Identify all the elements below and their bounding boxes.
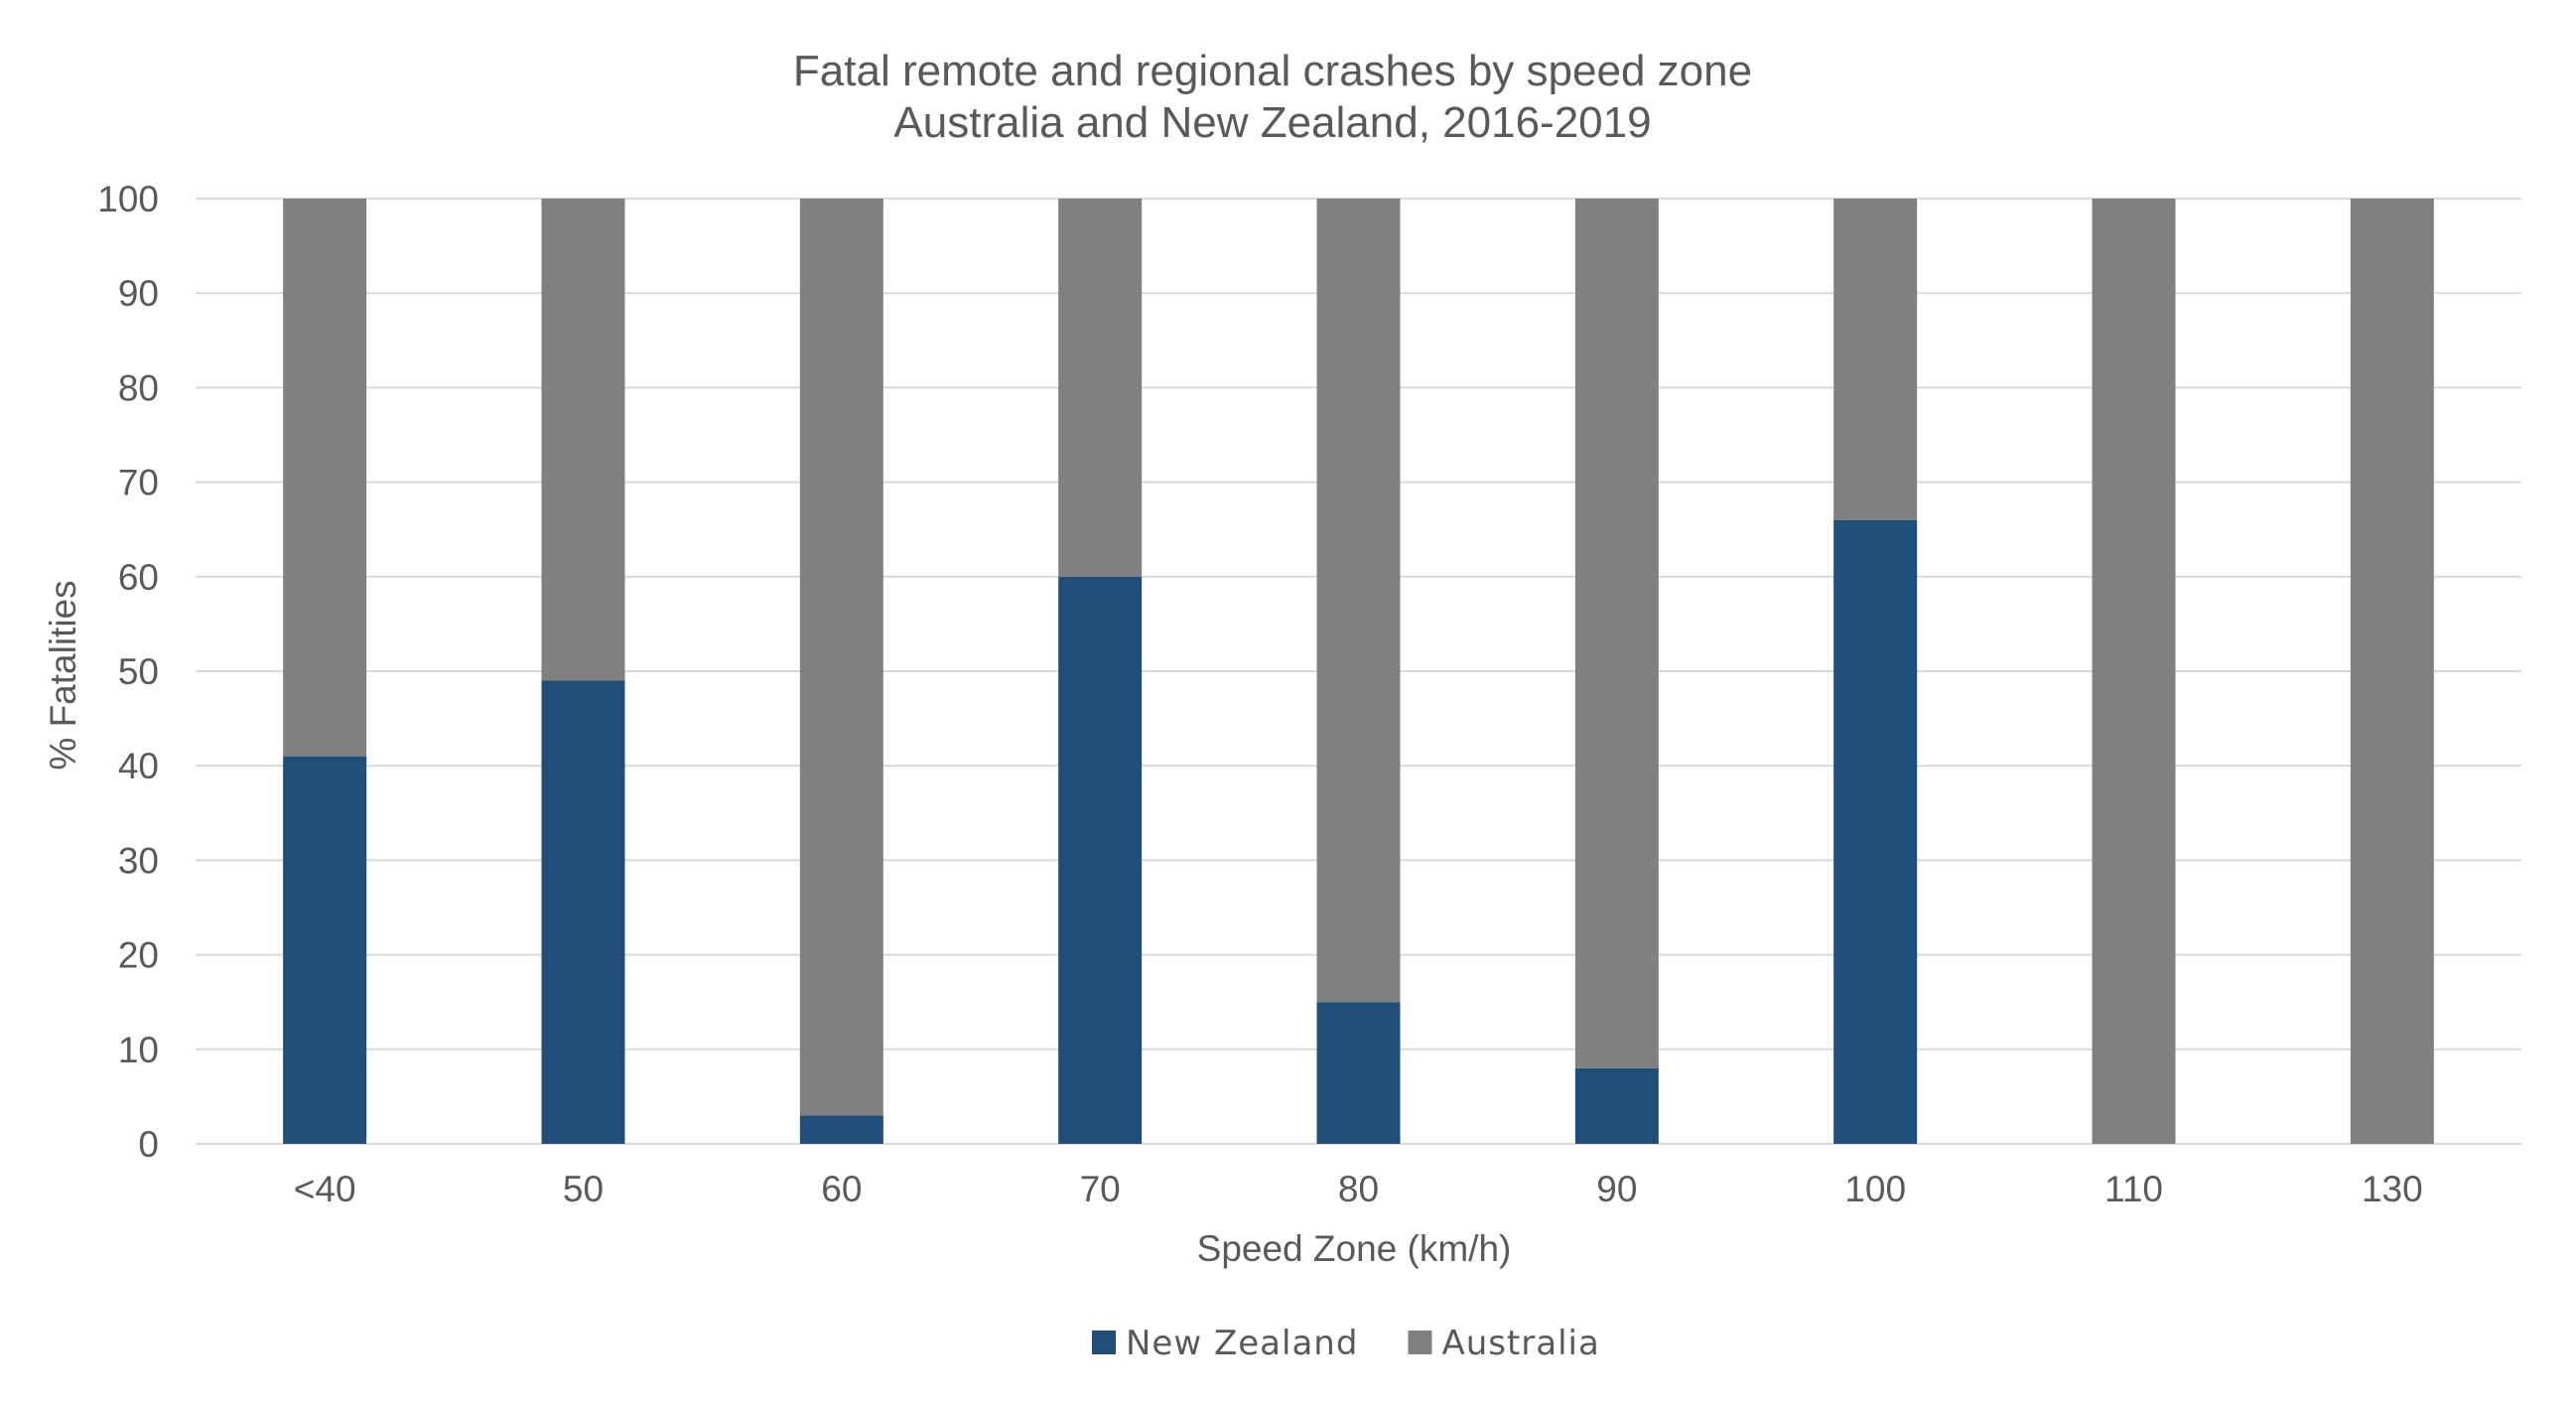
x-tick-label: <40 — [294, 1169, 356, 1209]
y-tick-label: 60 — [118, 557, 159, 598]
bar-segment — [2350, 199, 2434, 1144]
legend-swatch — [1408, 1331, 1432, 1354]
y-tick-label: 40 — [118, 746, 159, 786]
x-axis-ticks: <40 50 60 70 80 90 100 110 130 — [294, 1169, 2423, 1209]
x-tick-label: 100 — [1844, 1169, 1906, 1209]
bar-segment — [541, 199, 625, 681]
y-tick-label: 0 — [138, 1124, 159, 1165]
legend-swatch — [1092, 1331, 1116, 1354]
bar-segment — [1574, 1067, 1659, 1144]
x-tick-label: 110 — [2104, 1169, 2163, 1209]
y-tick-label: 80 — [118, 367, 159, 408]
bar-segment — [1833, 199, 1918, 520]
bars — [283, 199, 2434, 1144]
bar-segment — [799, 199, 883, 1116]
bar-segment — [1058, 199, 1143, 577]
x-tick-label: 130 — [2362, 1169, 2423, 1209]
y-axis-ticks: 0 10 20 30 40 50 60 70 80 90 100 — [97, 179, 159, 1165]
y-tick-label: 10 — [118, 1030, 159, 1070]
y-tick-label: 100 — [97, 179, 159, 219]
y-tick-label: 20 — [118, 935, 159, 976]
bar-segment — [283, 199, 367, 757]
bar-segment — [1058, 576, 1143, 1144]
x-axis-title: Speed Zone (km/h) — [1197, 1228, 1512, 1269]
y-tick-label: 30 — [118, 840, 159, 881]
bar-segment — [799, 1115, 883, 1144]
legend-label: New Zealand — [1126, 1324, 1358, 1363]
bar-segment — [541, 680, 625, 1144]
x-tick-label: 50 — [563, 1169, 604, 1209]
x-tick-label: 60 — [821, 1169, 862, 1209]
y-axis-title: % Fatalities — [43, 580, 83, 770]
x-tick-label: 90 — [1596, 1169, 1637, 1209]
legend-label: Australia — [1441, 1324, 1599, 1363]
bar-segment — [1833, 519, 1918, 1144]
bar-segment — [1316, 199, 1401, 1003]
y-tick-label: 50 — [118, 651, 159, 692]
bar-segment — [1574, 199, 1659, 1068]
y-tick-label: 90 — [118, 273, 159, 314]
bar-segment — [1316, 1002, 1401, 1144]
x-tick-label: 70 — [1080, 1169, 1121, 1209]
x-tick-label: 80 — [1338, 1169, 1379, 1209]
bar-segment — [283, 756, 367, 1144]
y-tick-label: 70 — [118, 463, 159, 503]
chart-subtitle: Australia and New Zealand, 2016-2019 — [893, 98, 1651, 147]
legend: New Zealand Australia — [1092, 1324, 1599, 1363]
bar-segment — [2092, 199, 2176, 1144]
chart-title: Fatal remote and regional crashes by spe… — [793, 47, 1752, 95]
